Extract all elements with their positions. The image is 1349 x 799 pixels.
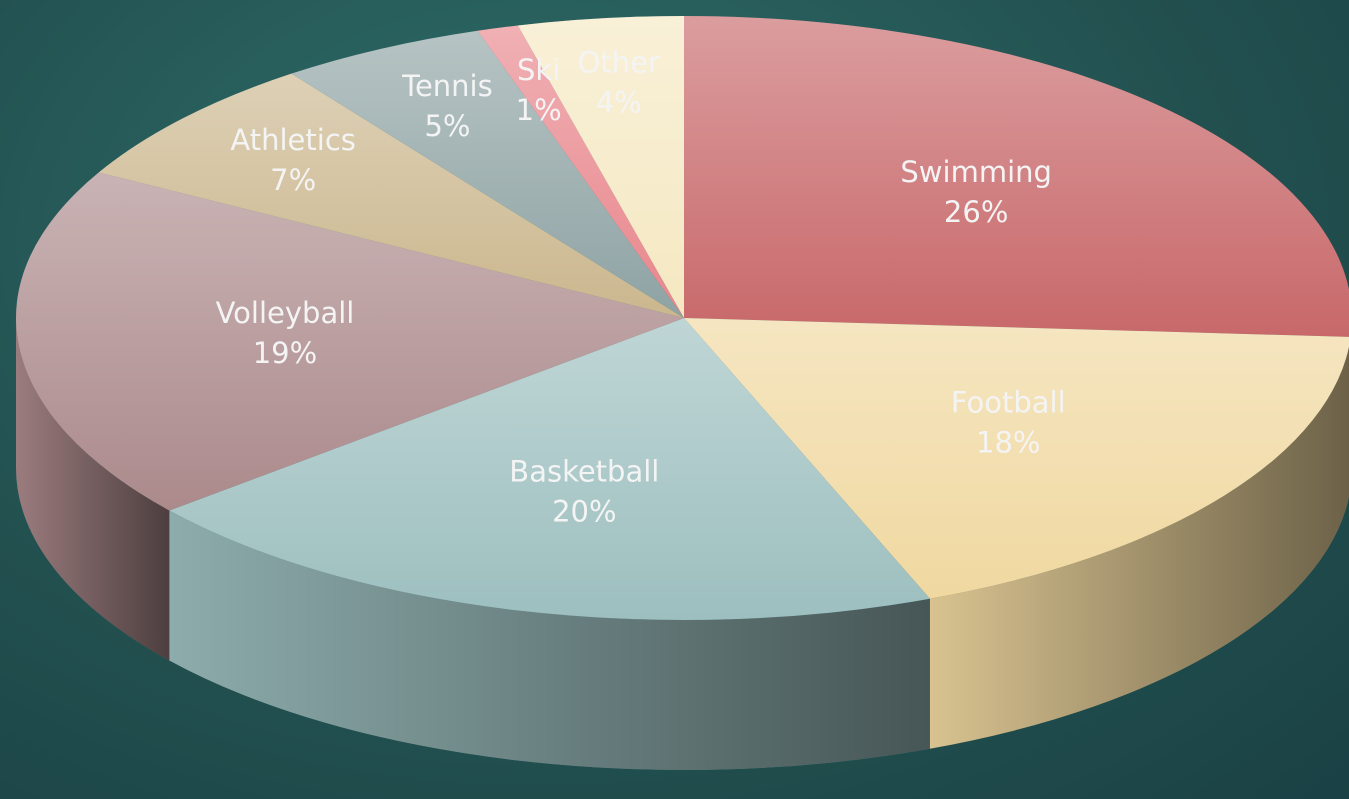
value-label: 18% <box>976 426 1040 460</box>
category-label: Swimming <box>900 155 1052 189</box>
category-label: Other <box>578 45 660 79</box>
value-label: 20% <box>552 495 616 529</box>
data-label: Volleyball 19% <box>216 296 355 370</box>
value-label: 19% <box>253 336 317 370</box>
data-label: Tennis 5% <box>401 69 493 143</box>
slice-shade <box>291 30 684 318</box>
data-label: Basketball 20% <box>509 455 659 529</box>
value-label: 5% <box>424 109 470 143</box>
data-label: Swimming 26% <box>900 155 1052 229</box>
value-label: 26% <box>944 195 1008 229</box>
value-label: 4% <box>596 85 642 119</box>
category-label: Basketball <box>509 455 659 489</box>
category-label: Volleyball <box>216 296 355 330</box>
category-label: Ski <box>517 53 560 87</box>
data-label: Other 4% <box>578 45 660 119</box>
value-label: 7% <box>270 163 316 197</box>
category-label: Athletics <box>230 123 355 157</box>
slice-shade <box>517 16 684 318</box>
slice-shade <box>16 172 685 511</box>
data-label: Football 18% <box>951 386 1066 460</box>
data-label: Ski 1% <box>516 53 562 127</box>
slice-side-shade <box>169 510 930 770</box>
category-label: Tennis <box>401 69 493 103</box>
slice-shade <box>477 25 684 318</box>
slice-shade <box>684 16 1349 337</box>
slice-side-shade <box>15 318 170 661</box>
slice-shade <box>98 73 684 318</box>
slice-side-shade <box>929 346 1349 749</box>
slice-shade <box>684 318 1349 599</box>
category-label: Football <box>951 386 1066 420</box>
slice-shade <box>169 318 930 621</box>
data-label: Athletics 7% <box>230 123 355 197</box>
value-label: 1% <box>516 93 562 127</box>
